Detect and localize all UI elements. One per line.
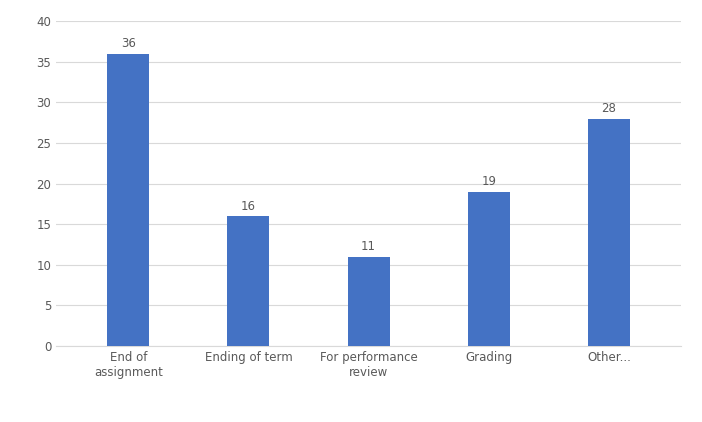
Bar <box>468 192 510 346</box>
Bar <box>588 119 630 346</box>
Text: 28: 28 <box>602 102 616 115</box>
Text: 16: 16 <box>241 200 256 213</box>
Text: 11: 11 <box>361 241 376 254</box>
Text: 36: 36 <box>121 37 135 50</box>
Bar <box>227 216 270 346</box>
Bar <box>347 257 390 346</box>
Text: 19: 19 <box>481 176 496 189</box>
Bar <box>107 54 150 346</box>
